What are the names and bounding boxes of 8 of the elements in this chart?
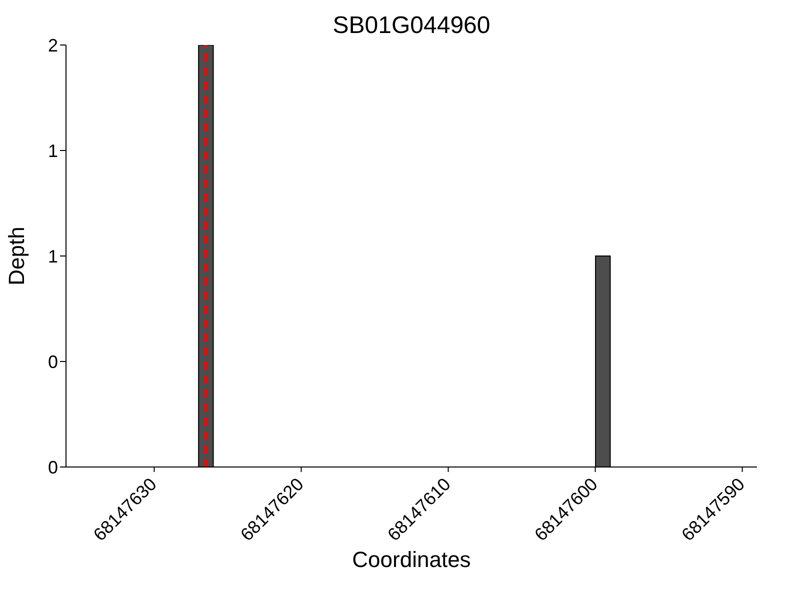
y-tick-label: 1 xyxy=(48,140,58,161)
y-tick-label: 2 xyxy=(48,35,58,56)
y-tick-label: 0 xyxy=(48,352,58,372)
x-axis-title: Coordinates xyxy=(352,547,471,572)
chart-title: SB01G044960 xyxy=(332,12,492,40)
y-tick-label: 0 xyxy=(48,457,58,478)
y-axis-title: Depth xyxy=(4,226,29,286)
y-tick-label: 1 xyxy=(48,246,58,266)
